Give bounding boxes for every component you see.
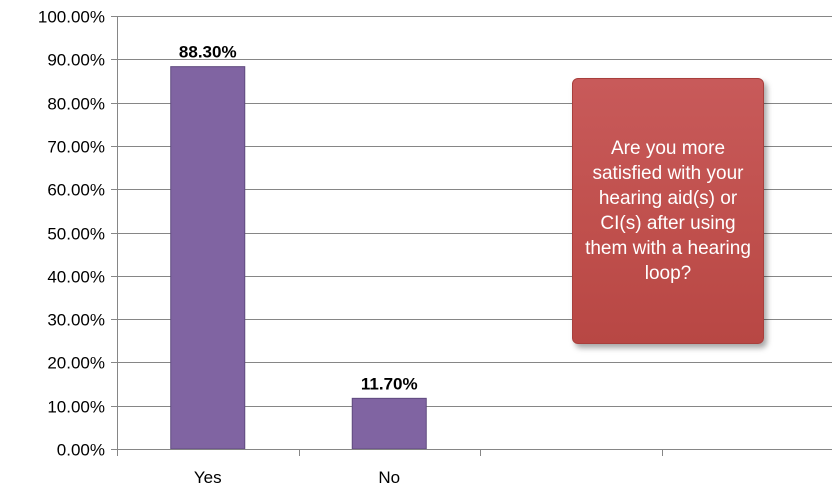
x-tick-label-yes: Yes xyxy=(194,468,222,487)
y-tick-label: 30.00% xyxy=(47,311,105,330)
data-label-yes: 88.30% xyxy=(179,43,237,62)
x-axis-ticks: Yes No xyxy=(194,449,663,487)
y-tick-label: 10.00% xyxy=(47,398,105,417)
question-callout: Are you more satisfied with your hearing… xyxy=(572,78,764,344)
y-tick-label: 20.00% xyxy=(47,354,105,373)
question-callout-text: Are you more satisfied with your hearing… xyxy=(585,138,751,284)
bar-yes xyxy=(170,66,246,450)
bars: 88.30% 11.70% xyxy=(170,43,427,450)
data-label-no: 11.70% xyxy=(361,374,418,393)
y-axis-ticks: 0.00% 10.00% 20.00% 30.00% 40.00% 50.00% 60.00… xyxy=(38,8,117,460)
y-tick-label: 80.00% xyxy=(47,95,105,114)
x-tick-label-no: No xyxy=(378,468,400,487)
y-tick-label: 90.00% xyxy=(47,51,105,70)
y-tick-label: 40.00% xyxy=(47,268,105,287)
y-tick-label: 70.00% xyxy=(47,138,105,157)
bar-no xyxy=(351,397,427,450)
y-tick-label: 50.00% xyxy=(47,225,105,244)
y-tick-label: 60.00% xyxy=(47,181,105,200)
y-tick-label: 0.00% xyxy=(57,441,105,460)
y-tick-label: 100.00% xyxy=(38,8,105,27)
